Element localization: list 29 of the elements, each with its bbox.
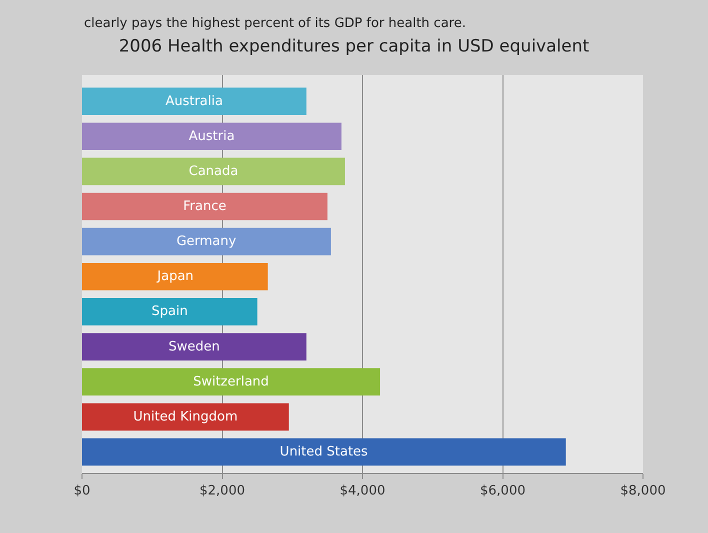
y-tick-label: Canada [188,164,238,179]
y-tick-label: United Kingdom [133,409,238,424]
bar [82,262,268,290]
y-tick-label: France [183,198,226,214]
x-tick-label: $0 [74,484,90,499]
bar [82,438,566,466]
y-tick-label: Australia [165,94,223,109]
text: clearly pays the highest percent of its GDP for health care. [84,16,466,31]
chart-title: 2006 Health expenditures per capita in USD equivalent [118,36,590,56]
y-tick-label: United States [280,444,368,460]
bar [82,192,328,220]
bar [82,403,289,431]
bar [82,158,345,186]
y-tick-label: Austria [188,128,235,144]
bar [82,333,306,360]
bar [82,228,331,256]
y-tick-label: Switzerland [193,374,269,390]
bar [82,122,342,150]
x-tick-label: $6,000 [480,484,526,499]
y-tick-label: Spain [151,304,188,320]
x-tick-label: $4,000 [340,484,386,499]
y-tick-label: Germany [176,234,236,250]
bar [82,88,306,115]
bar [82,368,380,396]
y-tick-label: Japan [156,269,194,284]
x-tick-label: $2,000 [200,484,245,499]
y-tick-label: Sweden [168,339,220,354]
x-tick-label: $8,000 [620,484,666,499]
bar [82,298,258,326]
